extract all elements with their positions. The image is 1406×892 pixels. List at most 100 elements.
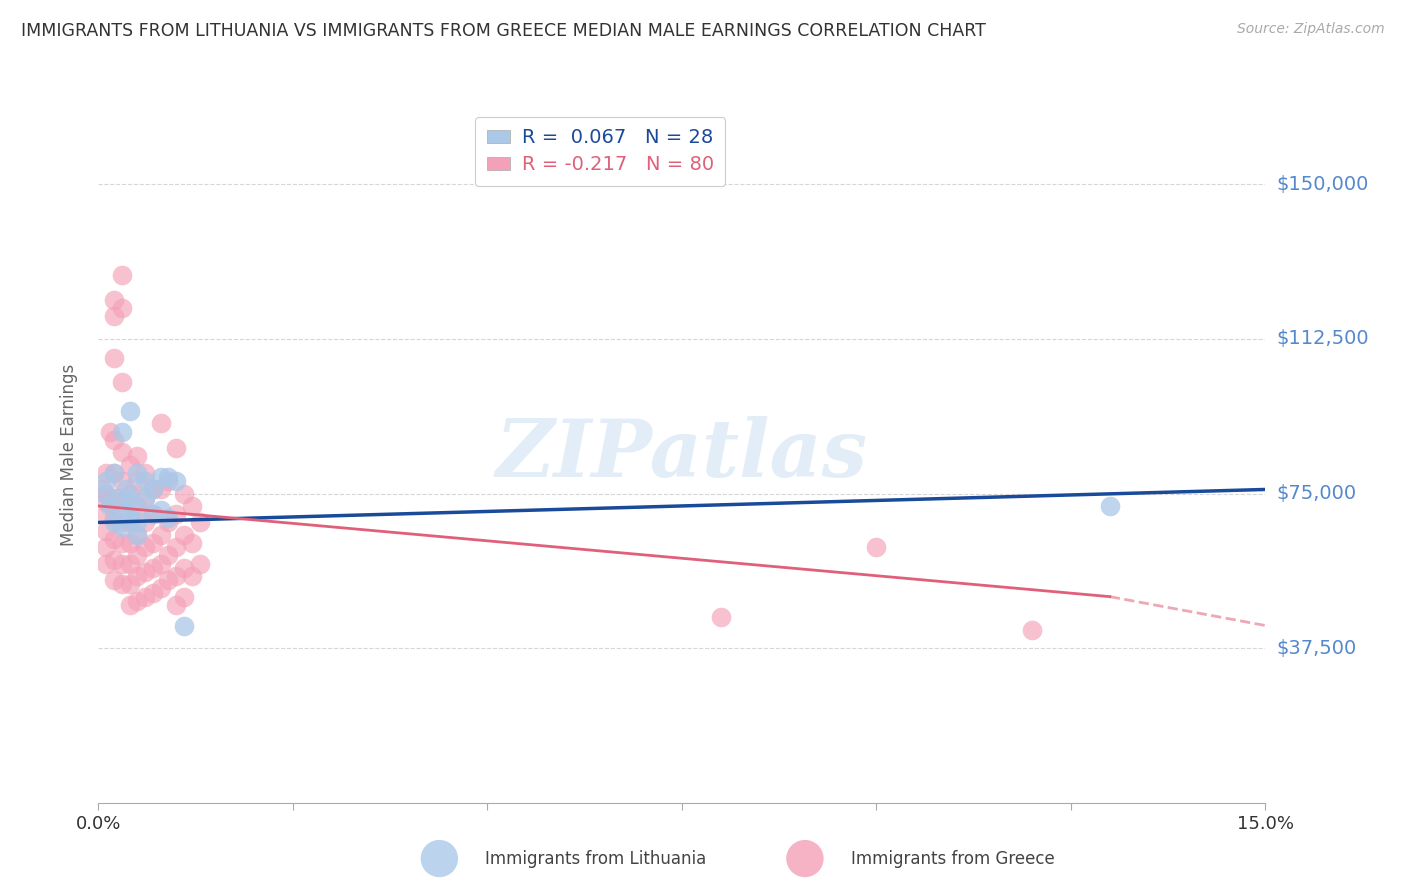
Point (157, 516, 180, 530)
Point (122, 499, 145, 513)
Point (103, 511, 125, 525)
Text: $150,000: $150,000 (1277, 175, 1369, 194)
Point (157, 470, 180, 484)
Point (149, 483, 172, 497)
Point (149, 582, 172, 596)
Text: $112,500: $112,500 (1277, 329, 1369, 349)
Point (173, 486, 195, 500)
Point (149, 417, 172, 431)
Point (111, 519, 134, 533)
Point (134, 491, 156, 505)
Point (127, 569, 149, 583)
Point (103, 491, 125, 505)
Point (173, 590, 195, 604)
Point (165, 569, 187, 583)
Point (127, 528, 149, 542)
Point (103, 532, 125, 546)
Point (111, 577, 134, 591)
Point (118, 516, 141, 530)
Point (149, 503, 172, 517)
Point (1098, 499, 1121, 513)
Point (96, 524, 118, 538)
Point (173, 561, 195, 575)
Point (103, 293, 125, 307)
Text: $75,000: $75,000 (1277, 484, 1357, 503)
Point (1021, 623, 1043, 637)
Point (142, 483, 165, 497)
Point (96, 540, 118, 554)
Point (142, 585, 165, 599)
Point (142, 507, 165, 521)
Point (96, 486, 118, 500)
Point (157, 549, 180, 563)
Point (165, 441, 187, 455)
Point (142, 536, 165, 550)
Point (165, 507, 187, 521)
Point (134, 516, 156, 530)
Point (173, 618, 195, 632)
Y-axis label: Median Male Earnings: Median Male Earnings (59, 364, 77, 546)
Point (111, 507, 134, 521)
Point (134, 474, 156, 488)
Point (103, 310, 125, 324)
Point (111, 268, 134, 282)
Point (165, 598, 187, 612)
Point (134, 590, 156, 604)
Point (142, 483, 165, 497)
Point (91, 483, 114, 497)
Text: Immigrants from Greece: Immigrants from Greece (851, 850, 1054, 868)
Point (180, 536, 202, 550)
Point (103, 351, 125, 365)
Point (157, 511, 180, 525)
Point (157, 474, 180, 488)
Point (111, 376, 134, 390)
Point (173, 528, 195, 542)
Point (118, 458, 141, 472)
Point (118, 536, 141, 550)
Point (93, 486, 115, 500)
Point (165, 540, 187, 554)
Point (149, 557, 172, 571)
Point (134, 491, 156, 505)
Text: $37,500: $37,500 (1277, 639, 1357, 657)
Point (103, 433, 125, 447)
Point (127, 466, 149, 480)
Point (111, 425, 134, 439)
Point (127, 516, 149, 530)
Point (127, 549, 149, 563)
Point (111, 516, 134, 530)
Text: Source: ZipAtlas.com: Source: ZipAtlas.com (1237, 22, 1385, 37)
Point (188, 516, 211, 530)
Point (96, 495, 118, 509)
Point (111, 536, 134, 550)
Point (98, 425, 121, 439)
Text: ZIPatlas: ZIPatlas (496, 417, 868, 493)
Point (118, 404, 141, 418)
Text: IMMIGRANTS FROM LITHUANIA VS IMMIGRANTS FROM GREECE MEDIAN MALE EARNINGS CORRELA: IMMIGRANTS FROM LITHUANIA VS IMMIGRANTS … (21, 22, 986, 40)
Point (149, 528, 172, 542)
Point (127, 528, 149, 542)
Point (134, 540, 156, 554)
Point (157, 573, 180, 587)
Circle shape (420, 840, 458, 877)
Point (96, 557, 118, 571)
Text: Immigrants from Lithuania: Immigrants from Lithuania (485, 850, 706, 868)
Point (118, 491, 141, 505)
Point (118, 598, 141, 612)
Point (127, 499, 149, 513)
Point (118, 577, 141, 591)
Point (165, 474, 187, 488)
Point (111, 495, 134, 509)
Point (114, 483, 136, 497)
Point (127, 450, 149, 464)
Point (118, 511, 141, 525)
Point (96, 474, 118, 488)
Point (111, 445, 134, 459)
Point (103, 573, 125, 587)
Point (142, 561, 165, 575)
Point (111, 557, 134, 571)
Point (107, 491, 129, 505)
Point (118, 557, 141, 571)
Point (180, 569, 202, 583)
Point (188, 557, 211, 571)
